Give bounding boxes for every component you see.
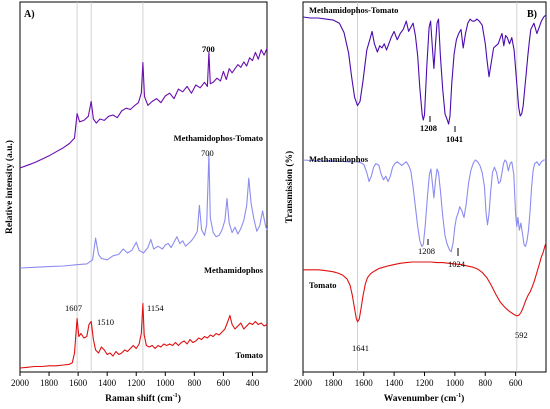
panel-a-x-axis-title-sup: -1 bbox=[173, 393, 178, 399]
panel-a-x-tick-label-1200: 1200 bbox=[127, 378, 146, 388]
panel-a-series-group bbox=[19, 48, 268, 369]
panel-a-series-line-methamidophos bbox=[19, 153, 268, 269]
panel-a-x-tick-label-1000: 1000 bbox=[156, 378, 175, 388]
panel-a-frame bbox=[19, 1, 268, 373]
panel-b-ftir-spectra: 2000 1800 1600 1400 1200 1000 800 600 B) Transm… bbox=[284, 1, 547, 404]
panel-b-peak-label-1024: 1024 bbox=[448, 259, 466, 269]
panel-a-y-axis-title: Relative intensity (a.u.) bbox=[4, 140, 15, 234]
panel-b-x-tick-label-1400: 1400 bbox=[385, 378, 404, 388]
panel-b-x-tick-label-2000: 2000 bbox=[294, 378, 313, 388]
panel-b-frame bbox=[302, 1, 547, 373]
panel-b-x-axis: 2000 1800 1600 1400 1200 1000 800 600 bbox=[294, 372, 523, 388]
panel-b-peak-label-1641: 1641 bbox=[352, 343, 369, 353]
panel-b-y-axis-title: Transmission (%) bbox=[284, 151, 295, 223]
panel-b-peak-label-1208-bold: 1208 bbox=[420, 123, 437, 133]
panel-a-label: A) bbox=[24, 9, 35, 20]
panel-a-peak-label-1154: 1154 bbox=[147, 303, 164, 313]
panel-b-series-line-methamidophos-tomato bbox=[302, 14, 547, 125]
panel-a-series-line-methamidophos-tomato bbox=[19, 48, 268, 169]
panel-a-series-line-tomato bbox=[19, 302, 268, 369]
panel-b-series-label-methamidophos: Methamidophos bbox=[309, 154, 369, 164]
panel-a-x-tick-label-2000: 2000 bbox=[11, 378, 30, 388]
panel-b-x-axis-title: Wavenumber (cm-1) bbox=[384, 393, 465, 404]
panel-b-x-tick-label-800: 800 bbox=[479, 378, 493, 388]
panel-b-series-label-methamidophos-tomato: Methamidophos-Tomato bbox=[309, 5, 398, 15]
panel-a-x-tick-label-1800: 1800 bbox=[40, 378, 59, 388]
panel-a-peak-label-1607: 1607 bbox=[65, 303, 82, 313]
panel-b-series-line-methamidophos bbox=[302, 159, 546, 253]
panel-b-series-group bbox=[302, 14, 547, 323]
panel-a-peak-label-1510: 1510 bbox=[97, 317, 114, 327]
panel-a-x-tick-label-1600: 1600 bbox=[69, 378, 88, 388]
panel-b-guide-lines bbox=[357, 2, 518, 372]
panel-b-peak-label-1208: 1208 bbox=[418, 246, 435, 256]
panel-b-x-axis-title-end: ) bbox=[461, 393, 464, 404]
panel-a-peak-label-700-methamidophos: 700 bbox=[201, 148, 214, 158]
panel-b-label: B) bbox=[527, 9, 537, 20]
panel-b-x-tick-label-1200: 1200 bbox=[416, 378, 435, 388]
panel-b-x-axis-title-sup: -1 bbox=[456, 393, 461, 399]
panel-a-x-tick-label-600: 600 bbox=[217, 378, 231, 388]
panel-b-x-tick-label-600: 600 bbox=[509, 378, 523, 388]
panel-b-series-label-tomato: Tomato bbox=[309, 280, 337, 290]
panel-b-x-tick-label-1600: 1600 bbox=[355, 378, 374, 388]
panel-a-peak-label-700-methamidophos-tomato: 700 bbox=[202, 44, 215, 54]
panel-a-x-tick-label-400: 400 bbox=[246, 378, 260, 388]
panel-b-x-tick-label-1800: 1800 bbox=[324, 378, 343, 388]
panel-a-x-axis: 2000 1800 1600 1400 1200 1000 800 600 400 bbox=[11, 372, 260, 388]
panel-a-x-tick-label-1400: 1400 bbox=[98, 378, 117, 388]
panel-a-series-label-methamidophos-tomato: Methamidophos-Tomato bbox=[174, 133, 263, 143]
panel-a-x-axis-title: Raman shift (cm-1) bbox=[105, 393, 181, 404]
panel-b-x-axis-title-main: Wavenumber (cm bbox=[384, 393, 456, 404]
panel-a-series-label-methamidophos: Methamidophos bbox=[204, 265, 264, 275]
panel-b-peak-label-592: 592 bbox=[515, 330, 528, 340]
panel-a-x-tick-label-800: 800 bbox=[188, 378, 202, 388]
panel-a-raman-spectra: 2000 1800 1600 1400 1200 1000 800 600 400 A) Rel… bbox=[4, 1, 268, 404]
panel-b-x-tick-label-1000: 1000 bbox=[446, 378, 465, 388]
panel-b-peak-label-1041-bold: 1041 bbox=[446, 134, 463, 144]
panel-a-x-axis-title-end: ) bbox=[178, 393, 181, 404]
panel-a-series-label-tomato: Tomato bbox=[235, 350, 263, 360]
panel-b-series-line-tomato bbox=[303, 242, 547, 323]
panel-a-x-axis-title-main: Raman shift (cm bbox=[105, 393, 173, 404]
